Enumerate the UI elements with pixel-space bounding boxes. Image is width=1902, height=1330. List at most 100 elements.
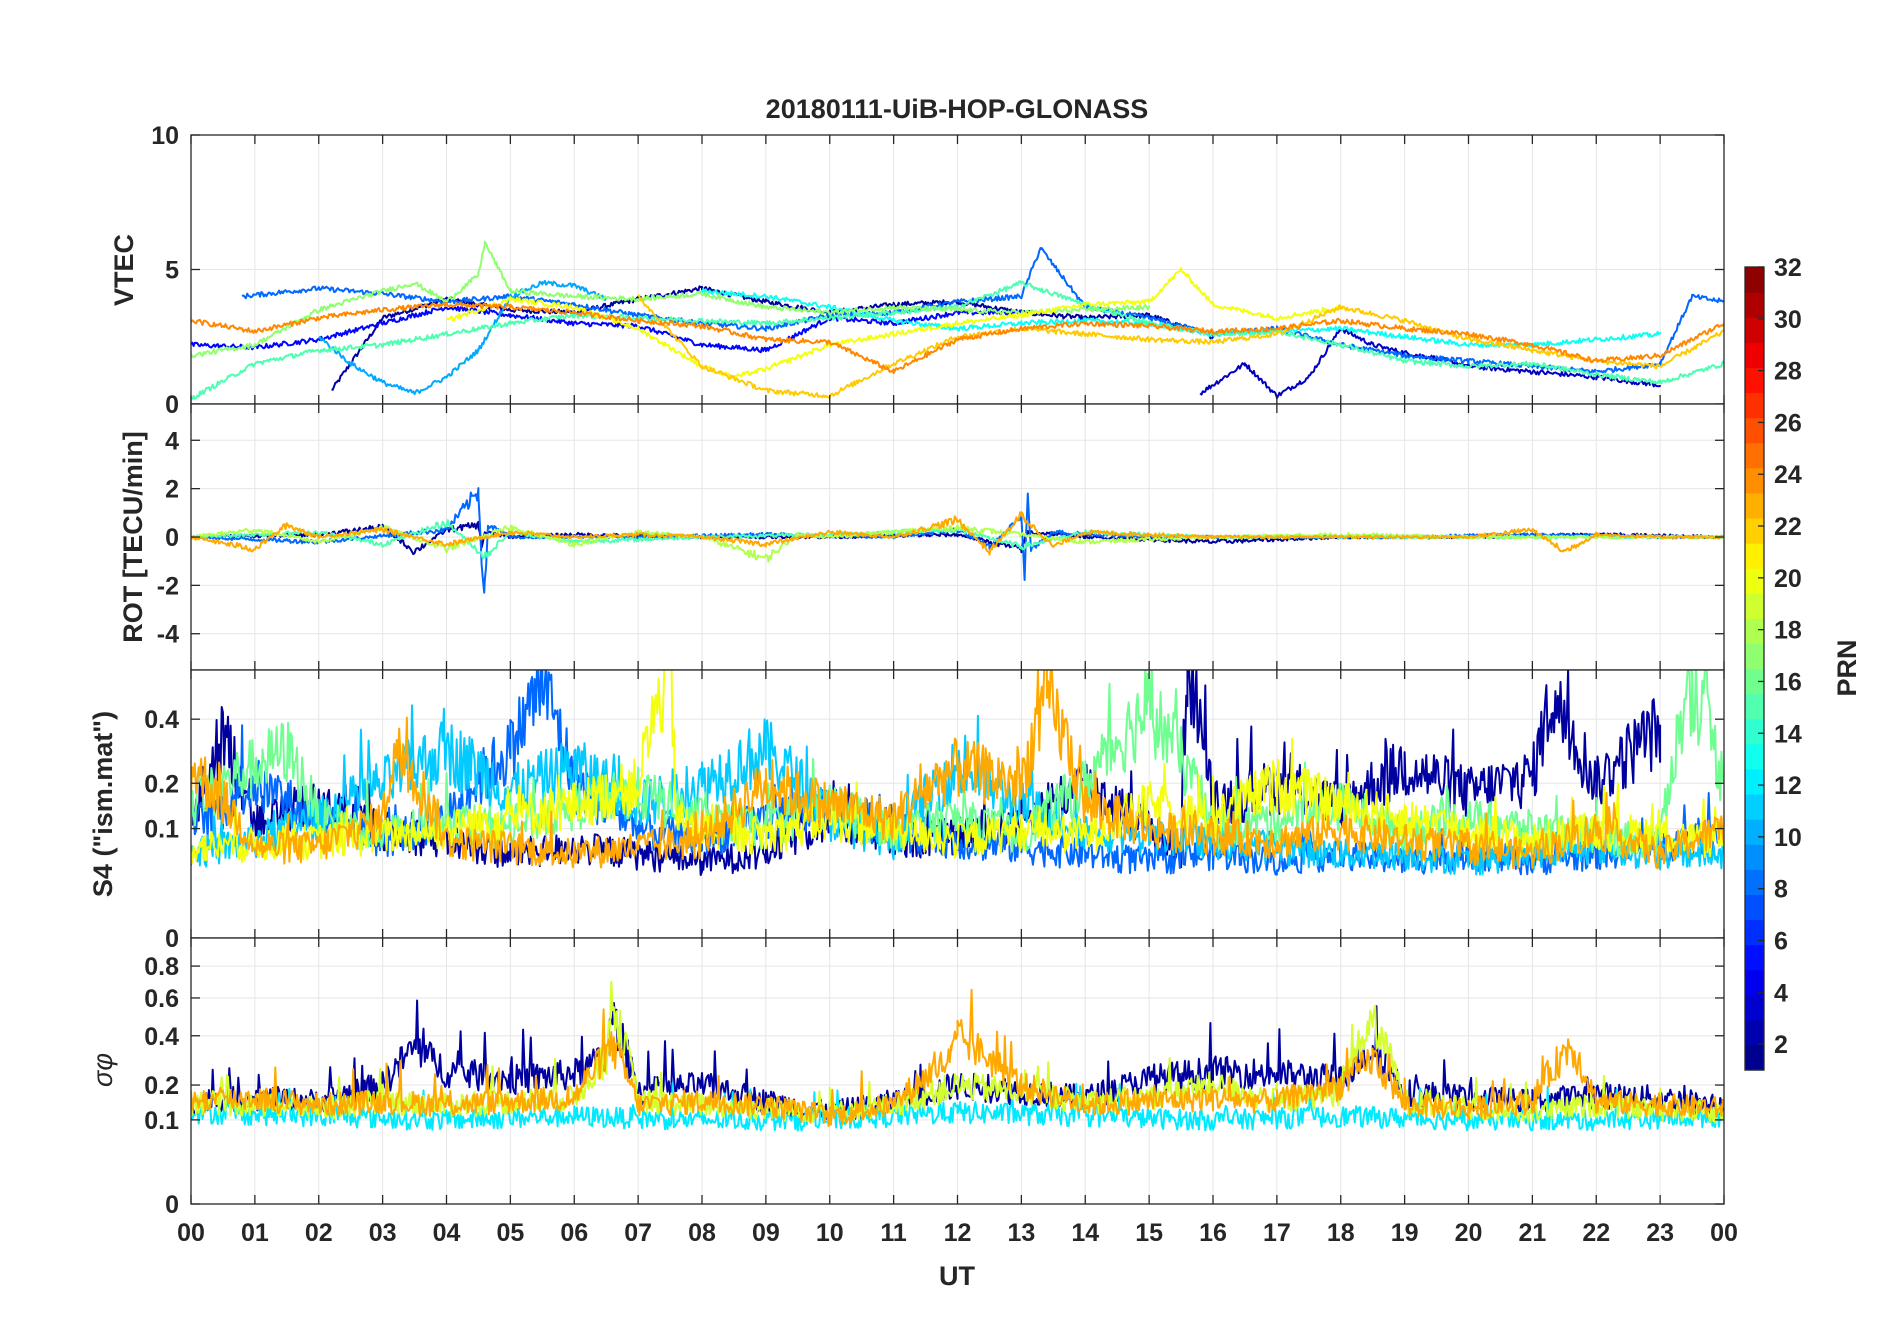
sigma-phi-y-label: σφ bbox=[88, 1053, 118, 1087]
x-tick-label: 23 bbox=[1646, 1219, 1674, 1247]
colorbar-tick-label: 30 bbox=[1774, 306, 1802, 334]
colorbar-tick-label: 32 bbox=[1774, 254, 1802, 282]
s4-series-prn-16 bbox=[191, 670, 1724, 859]
colorbar-segment bbox=[1745, 467, 1764, 494]
x-tick-label: 09 bbox=[752, 1219, 780, 1247]
x-tick-label: 16 bbox=[1199, 1219, 1227, 1247]
colorbar-segment bbox=[1745, 1044, 1764, 1071]
colorbar-segment bbox=[1745, 442, 1764, 469]
rot-panel: -4 -2 0 2 4 ROT [TECU/min] bbox=[118, 403, 1725, 671]
colorbar-segment bbox=[1745, 618, 1764, 645]
colorbar-segment bbox=[1745, 668, 1764, 695]
colorbar-tick-label: 4 bbox=[1774, 979, 1788, 1007]
y-tick-label: 0.6 bbox=[144, 985, 179, 1013]
y-tick-label: 5 bbox=[165, 257, 179, 285]
vtec-series-prn-17 bbox=[191, 240, 1151, 359]
colorbar-segment bbox=[1745, 743, 1764, 770]
colorbar-tick-label: 12 bbox=[1774, 772, 1802, 800]
sigma-phi-series-prn-12 bbox=[191, 1080, 1724, 1132]
y-tick-label: 0.2 bbox=[144, 770, 179, 798]
x-tick-label: 11 bbox=[880, 1219, 907, 1247]
x-tick-label: 12 bbox=[944, 1219, 972, 1247]
colorbar-tick-label: 18 bbox=[1774, 617, 1802, 645]
y-tick-label: 0.1 bbox=[144, 1107, 179, 1135]
colorbar-segment bbox=[1745, 793, 1764, 820]
colorbar-segment bbox=[1745, 944, 1764, 971]
colorbar-tick-label: 26 bbox=[1774, 409, 1802, 437]
colorbar-tick-label: 14 bbox=[1774, 720, 1802, 748]
y-tick-label: 0.1 bbox=[144, 816, 179, 844]
colorbar-segment bbox=[1745, 492, 1764, 519]
colorbar-tick-label: 22 bbox=[1774, 513, 1802, 541]
x-tick-label: 08 bbox=[688, 1219, 716, 1247]
colorbar-segment bbox=[1745, 894, 1764, 921]
y-tick-label: -4 bbox=[157, 621, 179, 649]
x-tick-label: 04 bbox=[433, 1219, 461, 1247]
x-tick-label: 02 bbox=[305, 1219, 333, 1247]
y-tick-label: 0.2 bbox=[144, 1072, 179, 1100]
colorbar-segment bbox=[1745, 517, 1764, 544]
colorbar-label: PRN bbox=[1832, 639, 1862, 696]
colorbar-tick-label: 28 bbox=[1774, 358, 1802, 386]
vtec-y-label: VTEC bbox=[109, 234, 139, 306]
sigma-phi-panel: 0 0.1 0.2 0.4 0.6 0.8 σφ bbox=[88, 937, 1725, 1219]
colorbar-tick-label: 16 bbox=[1774, 668, 1802, 696]
colorbar-tick-label: 6 bbox=[1774, 927, 1788, 955]
colorbar-segment bbox=[1745, 768, 1764, 795]
vtec-series-prn-20 bbox=[446, 267, 1342, 380]
x-tick-label: 22 bbox=[1582, 1219, 1610, 1247]
y-tick-label: 0 bbox=[165, 391, 179, 419]
colorbar-segment bbox=[1745, 392, 1764, 419]
colorbar-segment bbox=[1745, 869, 1764, 895]
colorbar-segment bbox=[1745, 593, 1764, 619]
x-tick-label: 13 bbox=[1007, 1219, 1035, 1247]
vtec-panel: 0 5 10 VTEC bbox=[109, 122, 1725, 419]
y-tick-label: 0 bbox=[165, 925, 179, 953]
colorbar-segment bbox=[1745, 844, 1764, 870]
colorbar-segment bbox=[1745, 693, 1764, 720]
colorbar-segment bbox=[1745, 819, 1764, 845]
x-tick-label: 00 bbox=[1710, 1219, 1738, 1247]
y-tick-label: 0 bbox=[165, 524, 179, 552]
x-tick-label: 17 bbox=[1263, 1219, 1291, 1247]
y-tick-label: 0.4 bbox=[144, 1023, 179, 1051]
x-tick-label: 14 bbox=[1071, 1219, 1099, 1247]
x-tick-label: 00 bbox=[177, 1219, 205, 1247]
x-tick-label: 10 bbox=[816, 1219, 844, 1247]
x-tick-labels: 00 01 02 03 04 05 06 07 08 09 10 11 12 13 14 15 16 17 18 19… bbox=[177, 1219, 1738, 1247]
colorbar-tick-label: 24 bbox=[1774, 461, 1802, 489]
vtec-series-prn-24 bbox=[191, 301, 1724, 375]
colorbar-segment bbox=[1745, 317, 1764, 343]
x-tick-label: 01 bbox=[241, 1219, 269, 1247]
x-tick-label: 20 bbox=[1455, 1219, 1483, 1247]
colorbar-segment bbox=[1745, 969, 1764, 996]
colorbar-segment bbox=[1745, 718, 1764, 745]
s4-panel: 0 0.1 0.2 0.4 S4 ("ism.mat") bbox=[88, 669, 1725, 953]
chart-title: 20180111-UiB-HOP-GLONASS bbox=[766, 94, 1149, 124]
sigma-phi-series-prn-23 bbox=[191, 988, 1724, 1128]
colorbar-tick-label: 20 bbox=[1774, 565, 1802, 593]
s4-series-prn-23 bbox=[191, 670, 1724, 870]
colorbar-segment bbox=[1745, 1019, 1764, 1046]
vtec-series-prn-8 bbox=[241, 247, 1724, 374]
x-tick-label: 15 bbox=[1135, 1219, 1163, 1247]
y-tick-label: 10 bbox=[151, 122, 179, 150]
colorbar-tick-label: 8 bbox=[1774, 876, 1788, 904]
colorbar-segment bbox=[1745, 543, 1764, 569]
colorbar-frame bbox=[1744, 266, 1765, 1071]
colorbar-segment bbox=[1745, 994, 1764, 1021]
x-tick-label: 06 bbox=[560, 1219, 588, 1247]
rot-y-label: ROT [TECU/min] bbox=[118, 431, 148, 642]
x-tick-label: 18 bbox=[1327, 1219, 1355, 1247]
x-axis-label: UT bbox=[939, 1261, 975, 1291]
y-tick-label: -2 bbox=[157, 572, 179, 600]
y-tick-label: 2 bbox=[165, 476, 179, 504]
y-tick-label: 0 bbox=[165, 1191, 179, 1219]
s4-y-label: S4 ("ism.mat") bbox=[88, 711, 118, 897]
y-tick-label: 0.4 bbox=[144, 706, 179, 734]
x-tick-label: 07 bbox=[624, 1219, 652, 1247]
colorbar-segment bbox=[1745, 417, 1764, 444]
x-tick-label: 21 bbox=[1518, 1219, 1546, 1247]
s4-series-prn-20 bbox=[191, 670, 1724, 864]
